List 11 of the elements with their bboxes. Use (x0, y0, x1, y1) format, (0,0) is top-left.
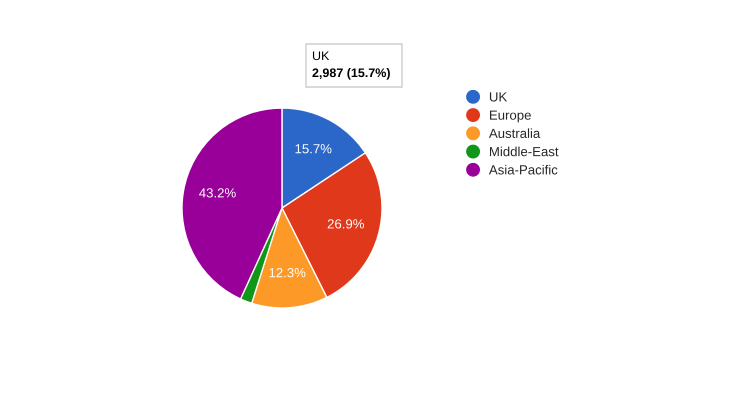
legend-label: UK (490, 92, 508, 102)
text: 2,987 (15.7%) (312, 68, 390, 80)
legend-label: Europe (490, 110, 531, 122)
data-label: 15.7% (296, 144, 332, 154)
legend-label: Middle-East (490, 146, 558, 156)
data-label: 26.9% (328, 219, 364, 229)
legend-label: Australia (488, 128, 540, 138)
data-label: 12.3% (269, 268, 306, 278)
text: UK (312, 51, 330, 60)
data-label: 43.2% (199, 188, 236, 198)
legend-label: Asia-Pacific (488, 164, 558, 175)
